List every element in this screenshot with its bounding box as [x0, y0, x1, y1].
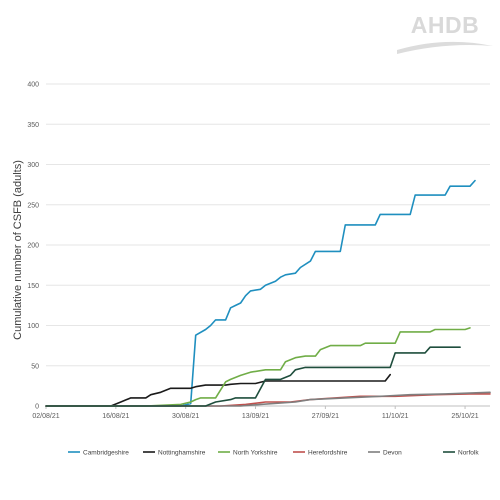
x-tick-label: 02/08/21 [32, 413, 59, 420]
y-axis-ticks: 0 50 100 150 200 250 300 350 400 [27, 82, 39, 411]
legend-label: Devon [383, 449, 402, 456]
legend-label: Herefordshire [308, 449, 348, 456]
y-tick-label: 350 [27, 122, 39, 129]
legend-label: Cambridgeshire [83, 449, 129, 456]
legend: Cambridgeshire Nottinghamshire North Yorks… [68, 449, 479, 456]
x-tick-label: 25/10/21 [451, 413, 478, 420]
y-tick-label: 250 [27, 202, 39, 209]
x-tick-label: 16/08/21 [102, 413, 129, 420]
x-tick-label: 11/10/21 [382, 413, 409, 420]
y-tick-label: 300 [27, 162, 39, 169]
x-tick-label: 30/08/21 [172, 413, 199, 420]
x-tick-label: 27/09/21 [312, 413, 339, 420]
y-tick-label: 150 [27, 283, 39, 290]
y-tick-label: 100 [27, 323, 39, 330]
ahdb-logo: AHDB [395, 12, 495, 54]
ahdb-logo-text: AHDB [410, 12, 480, 38]
series-line-norfolk [45, 346, 461, 407]
x-axis-ticks: 02/08/21 16/08/21 30/08/21 13/09/21 27/09/21… [32, 406, 479, 420]
x-tick-label: 13/09/21 [242, 413, 269, 420]
series-line-north-yorkshire [45, 327, 471, 407]
series-line-cambridgeshire [45, 179, 476, 407]
y-axis-label: Cumulative number of CSFB (adults) [12, 160, 24, 340]
y-tick-label: 200 [27, 243, 39, 250]
legend-item: Norfolk [443, 449, 479, 456]
legend-item: North Yorkshire [218, 449, 278, 456]
legend-label: Nottinghamshire [158, 449, 206, 456]
legend-item: Herefordshire [293, 449, 348, 456]
gridlines [46, 83, 490, 407]
legend-label: Norfolk [458, 449, 479, 456]
logo-swoosh-icon [397, 41, 493, 54]
y-tick-label: 0 [35, 404, 39, 411]
series-line-nottinghamshire [45, 373, 391, 407]
legend-item: Nottinghamshire [143, 449, 206, 456]
legend-item: Cambridgeshire [68, 449, 129, 456]
legend-item: Devon [368, 449, 402, 456]
y-tick-label: 50 [31, 363, 39, 370]
y-tick-label: 400 [27, 82, 39, 89]
series-lines [45, 179, 491, 407]
series-line-devon [45, 391, 491, 407]
legend-label: North Yorkshire [233, 449, 278, 456]
